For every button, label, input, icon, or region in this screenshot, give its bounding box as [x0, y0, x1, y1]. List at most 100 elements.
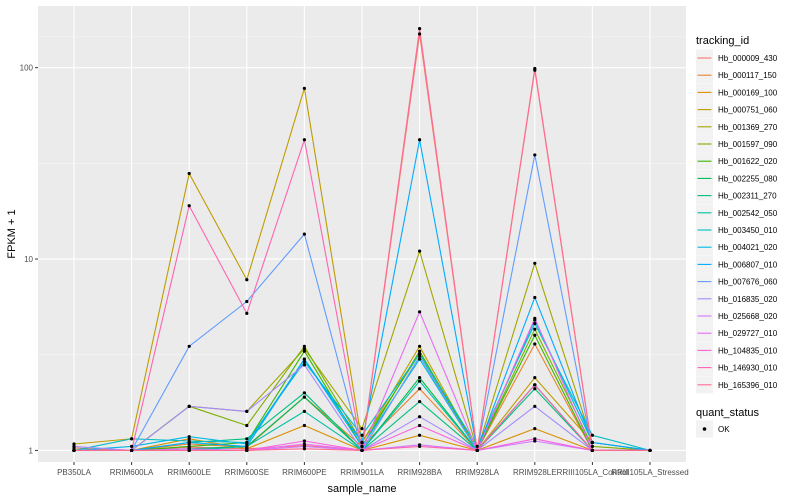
y-tick-label: 10: [24, 255, 33, 264]
x-tick-label: RRIII105LA_Control: [557, 468, 629, 477]
data-point: [302, 86, 306, 90]
legend-label: Hb_000751_060: [718, 106, 778, 115]
x-tick-label: RRIM928BA: [397, 468, 442, 477]
data-point: [418, 444, 422, 448]
legend-label: Hb_104835_010: [718, 346, 778, 355]
data-point: [418, 379, 422, 383]
legend-label: Hb_165396_010: [718, 381, 778, 390]
legend-label: Hb_002255_080: [718, 174, 778, 183]
data-point: [533, 383, 537, 387]
data-point: [418, 27, 422, 31]
data-point: [302, 349, 306, 353]
data-point: [360, 440, 364, 445]
legend-title: tracking_id: [696, 35, 749, 47]
data-point: [130, 448, 134, 453]
data-point: [418, 354, 422, 358]
x-tick-label: RRIM600LA: [110, 468, 154, 477]
grid: [38, 6, 686, 462]
data-point: [533, 427, 537, 431]
legend-label: Hb_004021_020: [718, 243, 778, 252]
legend-label: Hb_000169_100: [718, 88, 778, 97]
data-point: [418, 423, 422, 428]
legend-status-title: quant_status: [696, 407, 759, 419]
data-point: [533, 376, 537, 380]
data-point: [302, 357, 306, 361]
legend-status-label: OK: [718, 425, 730, 434]
data-point: [533, 321, 537, 326]
data-points: [72, 27, 652, 453]
data-point: [72, 448, 76, 453]
data-point: [187, 435, 191, 439]
legend: tracking_id Hb_000009_430Hb_000117_150Hb…: [696, 35, 778, 438]
data-point: [302, 409, 306, 413]
legend-label: Hb_003450_010: [718, 226, 778, 235]
legend-label: Hb_000117_150: [718, 71, 777, 80]
data-point: [187, 344, 191, 348]
data-point: [302, 391, 306, 395]
data-point: [418, 352, 422, 356]
data-point: [360, 448, 364, 453]
data-point: [533, 295, 537, 300]
legend-label: Hb_000009_430: [718, 54, 778, 63]
data-point: [245, 299, 249, 304]
legend-label: Hb_025668_020: [718, 312, 778, 321]
legend-label: Hb_002542_050: [718, 209, 778, 218]
legend-label: Hb_007676_060: [718, 278, 778, 287]
data-point: [533, 327, 537, 331]
data-point: [418, 138, 422, 142]
data-point: [533, 316, 537, 320]
data-point: [418, 415, 422, 419]
y-tick-label: 1: [29, 446, 34, 455]
x-tick-label: RRIM600LE: [167, 468, 211, 477]
legend-label: Hb_029727_010: [718, 329, 778, 338]
data-point: [302, 395, 306, 399]
data-point: [302, 344, 306, 348]
data-point: [187, 440, 191, 445]
legend-label: Hb_002311_270: [718, 192, 777, 201]
data-point: [302, 447, 306, 451]
data-point: [418, 399, 422, 404]
data-point: [187, 204, 191, 208]
data-point: [72, 444, 76, 448]
data-point: [533, 66, 537, 71]
data-point: [533, 439, 537, 443]
x-axis: PB350LA RRIM600LA RRIM600LE RRIM600SE RRIM60…: [57, 462, 689, 477]
data-point: [302, 363, 306, 367]
data-point: [187, 444, 191, 448]
y-tick-label: 100: [20, 64, 34, 73]
data-point: [245, 437, 249, 441]
data-point: [418, 344, 422, 348]
x-tick-label: RRIM600PE: [282, 468, 326, 477]
data-point: [475, 448, 479, 453]
data-point: [418, 349, 422, 353]
legend-items: Hb_000009_430 Hb_000117_150 Hb_000169_100 H…: [696, 49, 778, 394]
data-point: [72, 442, 76, 446]
data-point: [245, 278, 249, 282]
data-point: [360, 444, 364, 448]
data-point: [302, 444, 306, 448]
data-point: [360, 433, 364, 437]
data-point: [130, 437, 134, 441]
data-point: [187, 171, 191, 176]
legend-status-items: OK: [696, 420, 730, 438]
legend-label: Hb_001622_020: [718, 157, 778, 166]
data-point: [533, 404, 537, 408]
data-point: [245, 423, 249, 428]
y-axis-title: FPKM + 1: [6, 209, 18, 258]
data-point: [533, 333, 537, 337]
data-point: [302, 232, 306, 236]
data-point: [302, 439, 306, 443]
data-point: [590, 433, 595, 437]
data-point: [475, 444, 479, 448]
data-point: [533, 437, 537, 441]
x-tick-label: PB350LA: [57, 468, 91, 477]
data-point: [533, 342, 537, 346]
data-point: [418, 32, 422, 36]
data-point: [533, 387, 537, 391]
x-axis-title: sample_name: [327, 483, 396, 495]
data-point: [418, 249, 422, 253]
data-point: [302, 138, 306, 142]
data-point: [245, 442, 249, 446]
data-point: [302, 423, 306, 428]
